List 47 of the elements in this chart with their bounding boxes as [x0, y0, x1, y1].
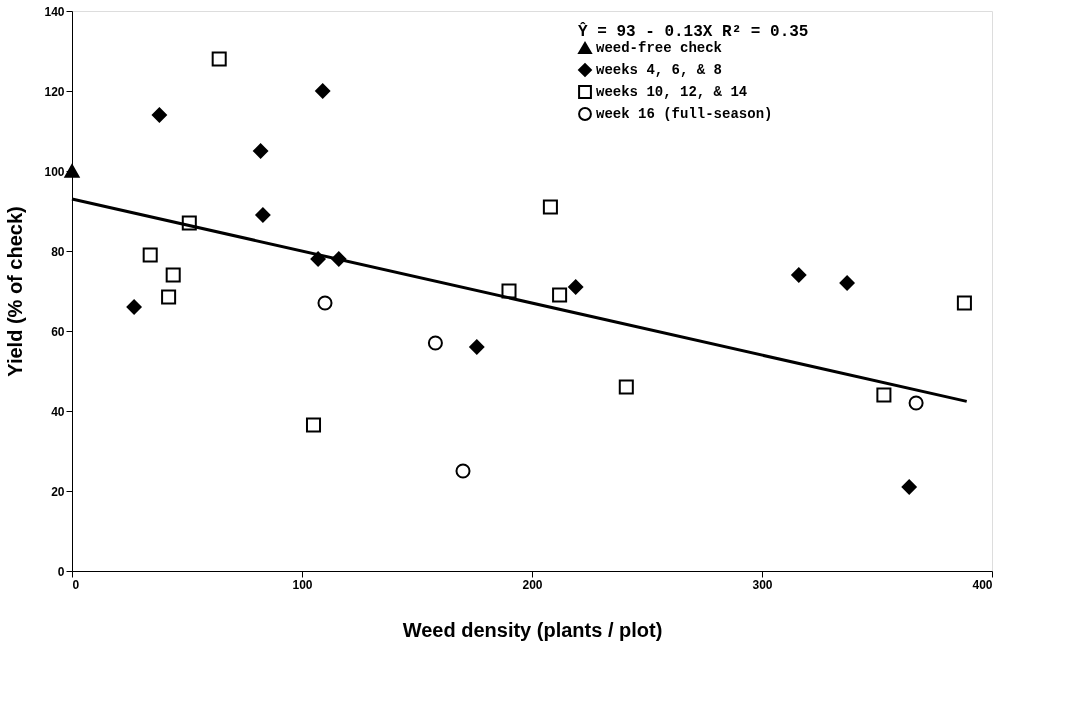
point [315, 83, 331, 99]
y-tick-label: 40 [51, 404, 65, 419]
point [839, 275, 855, 291]
y-tick-label: 80 [51, 244, 65, 259]
y-tick-label: 140 [44, 4, 65, 19]
y-tick-label: 20 [51, 484, 65, 499]
point [501, 283, 517, 299]
point [64, 164, 80, 178]
point [317, 295, 333, 311]
x-tick-label: 100 [292, 577, 313, 592]
y-axis-title: Yield (% of check) [4, 206, 27, 377]
x-tick-label: 300 [752, 577, 773, 592]
point [469, 339, 485, 355]
point [142, 247, 158, 263]
point [956, 295, 972, 311]
y-tick-label: 100 [44, 164, 65, 179]
point [908, 395, 924, 411]
point [211, 51, 227, 67]
point [253, 143, 269, 159]
point [165, 267, 181, 283]
point [618, 379, 634, 395]
point [255, 207, 271, 223]
point [876, 387, 892, 403]
point [552, 287, 568, 303]
point [455, 463, 471, 479]
point [161, 289, 177, 305]
x-tick-label: 200 [522, 577, 543, 592]
annotation: Ŷ = 93 - 0.13X R² = 0.35 [578, 22, 809, 41]
point [181, 215, 197, 231]
point [542, 199, 558, 215]
legend-label: weeks 10, 12, & 14 [596, 84, 748, 100]
x-axis-title: Weed density (plants / plot) [402, 618, 663, 641]
legend-label: weed-free check [596, 40, 723, 56]
point [901, 479, 917, 495]
legend-label: week 16 (full-season) [596, 106, 773, 122]
point [427, 335, 443, 351]
point [791, 267, 807, 283]
x-tick-label: 400 [972, 577, 993, 592]
point [568, 279, 584, 295]
point [151, 107, 167, 123]
x-tick-label: 0 [72, 577, 80, 592]
y-tick-label: 60 [51, 324, 65, 339]
point [126, 299, 142, 315]
y-tick-label: 0 [57, 564, 65, 579]
y-tick-label: 120 [44, 84, 65, 99]
legend-label: weeks 4, 6, & 8 [596, 62, 723, 78]
point [305, 417, 322, 433]
